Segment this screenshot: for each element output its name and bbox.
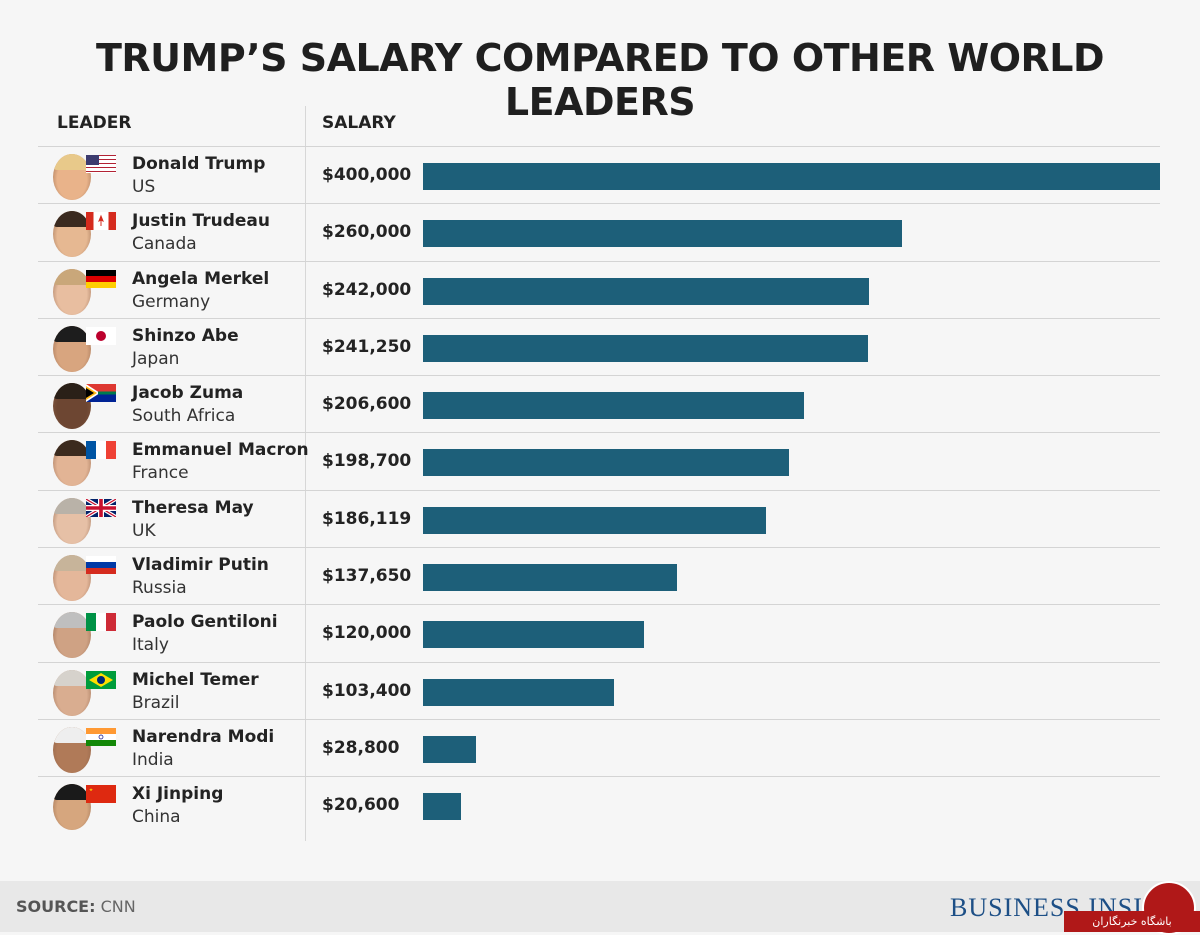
table-row: Xi Jinping China $20,600: [38, 776, 1160, 833]
salary-label: $400,000: [322, 165, 412, 185]
salary-label: $186,119: [322, 508, 412, 529]
leader-name: Xi Jinping: [132, 784, 224, 805]
uk-flag-icon: [86, 498, 116, 517]
leader-portrait: [53, 612, 91, 659]
leader-country: Canada: [132, 234, 197, 255]
salary-bar: [423, 392, 804, 420]
watermark-badge: باشگاه خبرنگاران: [1064, 911, 1200, 932]
leader-name: Angela Merkel: [132, 268, 270, 289]
table-row: Emmanuel Macron France $198,700: [38, 432, 1160, 489]
salary-label: $206,600: [322, 394, 412, 415]
leader-country: Italy: [132, 635, 169, 656]
china-flag-icon: [86, 785, 116, 804]
leader-column-header: LEADER: [57, 113, 132, 133]
table-row: Narendra Modi India $28,800: [38, 718, 1160, 776]
leader-portrait: [53, 497, 91, 544]
russia-flag-icon: [86, 556, 116, 575]
salary-label: $137,650: [322, 566, 412, 587]
leader-portrait: [53, 440, 91, 487]
leader-country: UK: [132, 520, 156, 541]
leader-country: Japan: [132, 348, 180, 369]
italy-flag-icon: [86, 613, 116, 632]
salary-label: $28,800: [322, 737, 400, 758]
salary-bar: [423, 564, 677, 592]
salary-bar: [423, 449, 790, 477]
leader-name: Shinzo Abe: [132, 325, 239, 346]
table-row: Michel Temer Brazil $103,400: [38, 661, 1160, 719]
leader-country: South Africa: [132, 406, 236, 427]
leader-portrait: [53, 726, 91, 773]
leader-country: France: [132, 463, 189, 484]
salary-bar: [423, 163, 1160, 190]
leader-name: Emmanuel Macron: [132, 440, 309, 461]
leader-portrait: [53, 669, 91, 716]
salary-label: $120,000: [322, 623, 412, 644]
leader-portrait: [53, 154, 91, 200]
footer: SOURCE: CNN BUSINESS INSID باشگاه خبرنگا…: [0, 881, 1200, 935]
table-row: Theresa May UK $186,119: [38, 489, 1160, 547]
leader-name: Paolo Gentiloni: [132, 612, 278, 633]
salary-label: $103,400: [322, 680, 412, 701]
salary-label: $241,250: [322, 336, 412, 357]
japan-flag-icon: [86, 326, 116, 345]
salary-bar: [423, 735, 477, 763]
salary-column-header: SALARY: [322, 113, 396, 133]
leader-country: India: [132, 749, 174, 770]
column-divider: [305, 106, 306, 841]
leader-portrait: [53, 211, 91, 258]
us-flag-icon: [86, 155, 116, 173]
brazil-flag-icon: [86, 670, 116, 689]
leader-country: Russia: [132, 578, 187, 599]
salary-label: $242,000: [322, 279, 412, 300]
germany-flag-icon: [86, 269, 116, 288]
leader-name: Michel Temer: [132, 669, 259, 690]
salary-bar: [423, 678, 614, 706]
table-row: Shinzo Abe Japan $241,250: [38, 317, 1160, 375]
leader-country: US: [132, 177, 156, 197]
salary-bar: [423, 621, 645, 649]
leader-portrait: [53, 784, 91, 831]
south-africa-flag-icon: [86, 384, 116, 403]
leader-name: Theresa May: [132, 497, 254, 518]
leader-name: Justin Trudeau: [132, 211, 271, 232]
leader-country: Brazil: [132, 692, 180, 713]
leader-portrait: [53, 268, 91, 315]
india-flag-icon: [86, 727, 116, 746]
salary-bar: [423, 334, 868, 362]
leader-portrait: [53, 325, 91, 372]
salary-bar: [423, 220, 903, 248]
table-row: Angela Merkel Germany $242,000: [38, 260, 1160, 318]
leader-name: Jacob Zuma: [132, 383, 244, 404]
leader-rows: Donald Trump US $400,000 Justin Trudeau Cana…: [38, 146, 1160, 834]
table-row: Donald Trump US $400,000: [38, 146, 1160, 203]
leader-portrait: [53, 555, 91, 602]
salary-bar: [423, 793, 461, 821]
canada-flag-icon: [86, 212, 116, 231]
source-label: SOURCE:: [16, 897, 96, 916]
table-row: Paolo Gentiloni Italy $120,000: [38, 604, 1160, 661]
salary-label: $20,600: [322, 795, 400, 816]
chart-title: TRUMP’S SALARY COMPARED TO OTHER WORLD L…: [95, 36, 1105, 124]
source-note: SOURCE: CNN: [16, 897, 136, 916]
table-row: Jacob Zuma South Africa $206,600: [38, 375, 1160, 432]
table-row: Vladimir Putin Russia $137,650: [38, 547, 1160, 604]
table-row: Justin Trudeau Canada $260,000: [38, 203, 1160, 260]
leader-country: China: [132, 807, 181, 828]
salary-label: $198,700: [322, 451, 412, 472]
france-flag-icon: [86, 441, 116, 460]
leader-country: Germany: [132, 291, 211, 312]
salary-bar: [423, 506, 766, 534]
leader-portrait: [53, 383, 91, 430]
salary-bar: [423, 277, 869, 305]
source-value: CNN: [100, 897, 136, 916]
leader-name: Donald Trump: [132, 154, 266, 174]
salary-label: $260,000: [322, 222, 412, 243]
leader-name: Vladimir Putin: [132, 555, 269, 576]
leader-name: Narendra Modi: [132, 726, 275, 747]
